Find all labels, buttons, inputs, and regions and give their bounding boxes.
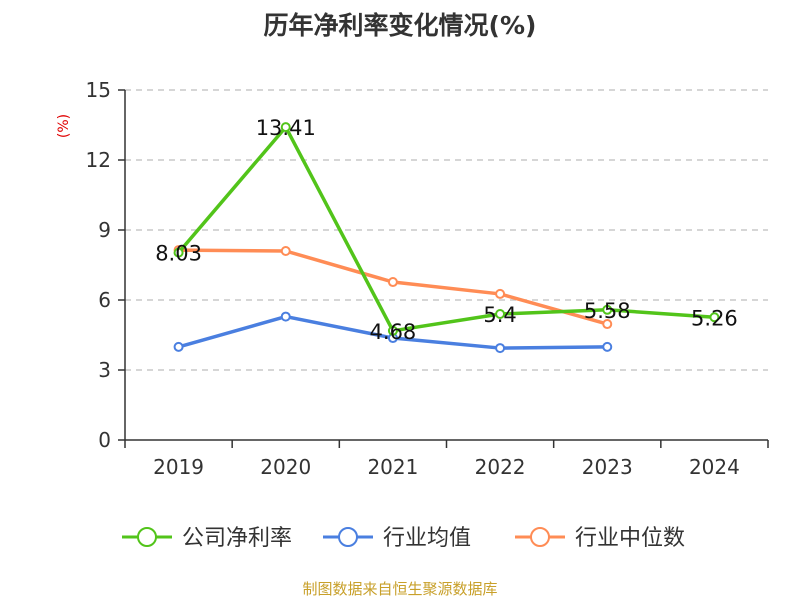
x-tick-label: 2024 — [689, 455, 740, 479]
data-point — [709, 312, 720, 323]
data-point — [173, 341, 184, 352]
legend-marker-icon — [137, 527, 157, 547]
x-tick-label: 2020 — [260, 455, 311, 479]
y-tick-label: 3 — [98, 358, 111, 382]
legend-marker-icon — [338, 527, 358, 547]
data-point — [280, 122, 291, 133]
y-tick-label: 15 — [86, 78, 111, 102]
data-label: 4.68 — [370, 320, 417, 344]
data-point — [173, 247, 184, 258]
x-tick-label: 2021 — [367, 455, 418, 479]
y-tick-label: 6 — [98, 288, 111, 312]
data-point — [602, 304, 613, 315]
x-tick-label: 2022 — [475, 455, 526, 479]
data-label: 5.26 — [691, 306, 738, 330]
y-tick-label: 0 — [98, 428, 111, 452]
data-label: 5.4 — [483, 303, 516, 327]
data-point — [280, 246, 291, 256]
data-point — [387, 325, 398, 336]
chart-title: 历年净利率变化情况(%) — [263, 11, 537, 40]
source-footer: 制图数据来自恒生聚源数据库 — [302, 580, 498, 598]
data-label: 8.03 — [155, 242, 202, 266]
data-label: 13.41 — [256, 116, 316, 140]
x-tick-label: 2023 — [582, 455, 633, 479]
y-axis-label: (%) — [56, 114, 72, 138]
data-label: 5.58 — [584, 299, 631, 323]
legend-label: 公司净利率 — [182, 526, 292, 551]
legend-label: 行业中位数 — [575, 526, 685, 551]
legend-marker-icon — [530, 527, 550, 547]
data-point — [602, 319, 613, 330]
y-tick-label: 12 — [86, 148, 111, 172]
legend-label: 行业均值 — [383, 526, 471, 551]
data-point — [602, 341, 613, 352]
data-point — [280, 311, 291, 322]
data-point — [495, 288, 506, 299]
data-point — [495, 343, 506, 354]
series-line-0 — [177, 125, 715, 333]
data-point — [495, 309, 506, 319]
data-point — [387, 277, 398, 288]
x-tick-label: 2019 — [153, 455, 204, 479]
y-tick-label: 9 — [98, 218, 111, 242]
